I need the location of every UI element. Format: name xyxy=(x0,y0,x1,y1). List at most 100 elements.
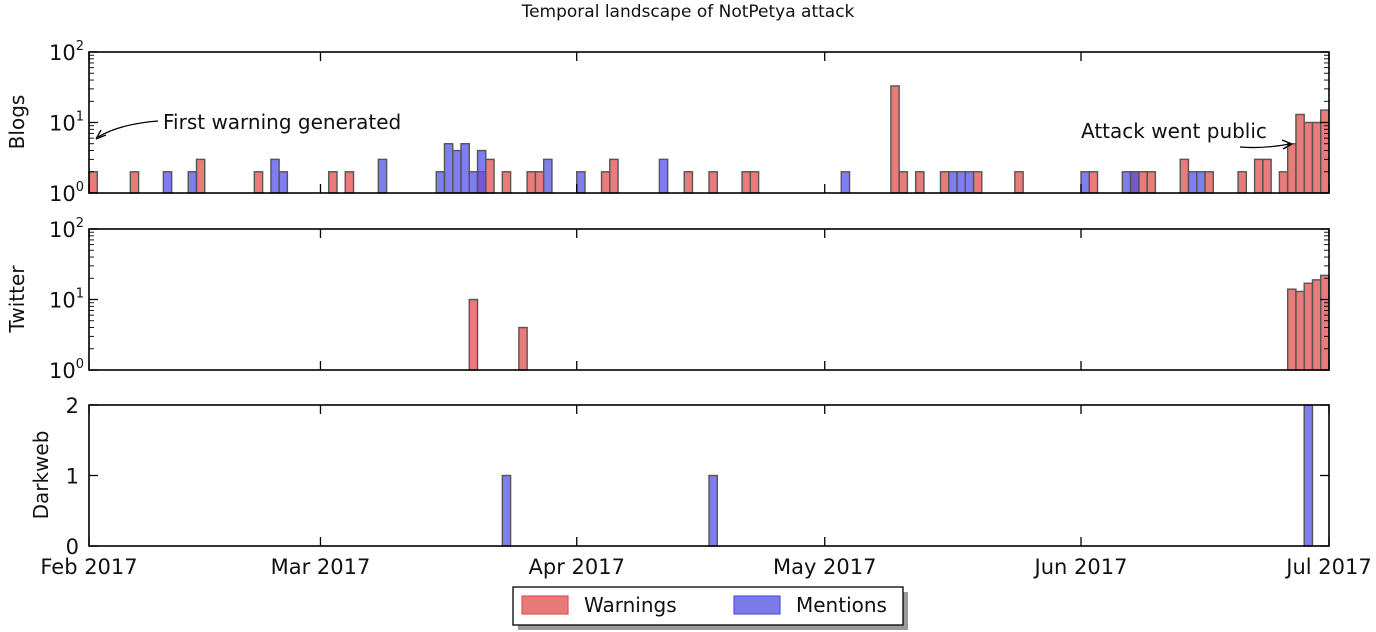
bar-warnings-2017-06-26 xyxy=(1286,288,1297,371)
bar-mentions-2017-03-15 xyxy=(435,171,446,194)
bar-warnings-2017-03-19 xyxy=(468,298,479,371)
xtick-label: Jun 2017 xyxy=(1033,555,1128,579)
bar-mentions-2017-03-18 xyxy=(460,143,470,194)
bar-warnings-2017-03-26 xyxy=(526,171,537,194)
bar-mentions-2017-06-28 xyxy=(1303,404,1314,547)
bar-warnings-2017-06-08 xyxy=(1138,171,1148,194)
bar-warnings-2017-06-29 xyxy=(1311,121,1322,194)
bar-mentions-2017-06-15 xyxy=(1196,171,1206,194)
bar-warnings-2017-06-29 xyxy=(1311,279,1322,371)
bar-mentions-2017-06-01 xyxy=(1080,171,1090,194)
bar-mentions-2017-04-11 xyxy=(658,158,669,194)
bar-warnings-2017-04-21 xyxy=(741,171,752,194)
bar-warnings-2017-04-17 xyxy=(708,171,718,194)
bar-warnings-2017-05-15 xyxy=(939,171,950,194)
bar-warnings-2017-02-01 xyxy=(88,171,98,194)
annotation-first-warning: First warning generated xyxy=(163,110,401,134)
chart-title: Temporal landscape of NotPetya attack xyxy=(521,2,855,22)
bar-mentions-2017-02-13 xyxy=(187,171,198,194)
bar-mentions-2017-02-23 xyxy=(270,158,280,194)
bar-warnings-2017-06-09 xyxy=(1146,171,1157,194)
bar-warnings-2017-03-27 xyxy=(534,171,545,194)
ylabel-blogs: Blogs xyxy=(5,95,29,150)
xtick-label: May 2017 xyxy=(773,555,877,579)
bar-warnings-2017-06-23 xyxy=(1262,158,1272,194)
legend-swatch-warnings xyxy=(521,595,569,615)
bar-warnings-2017-04-05 xyxy=(609,158,619,194)
bar-mentions-2017-02-24 xyxy=(278,171,289,194)
ytick-label: 101 xyxy=(49,287,84,313)
bar-warnings-2017-06-30 xyxy=(1320,274,1330,371)
bar-warnings-2017-06-22 xyxy=(1253,158,1264,194)
xtick-label: Mar 2017 xyxy=(271,555,371,579)
bar-warnings-2017-06-25 xyxy=(1278,171,1289,194)
ytick-label: 100 xyxy=(49,180,84,206)
annotation-attack-public-arrow xyxy=(1239,143,1291,149)
bar-warnings-2017-03-04 xyxy=(344,171,355,194)
xtick-label: Apr 2017 xyxy=(529,555,625,579)
bar-warnings-2017-05-09 xyxy=(890,85,900,194)
bar-mentions-2017-02-10 xyxy=(162,171,173,194)
bar-warnings-2017-02-06 xyxy=(129,171,140,194)
bar-warnings-2017-05-10 xyxy=(898,171,909,194)
legend-swatch-mentions xyxy=(733,595,781,615)
bar-mentions-2017-03-20 xyxy=(476,149,487,194)
bar-warnings-2017-03-25 xyxy=(518,326,528,371)
annotation-attack-public-arrowhead xyxy=(1281,139,1293,150)
bar-mentions-2017-03-17 xyxy=(452,149,462,194)
bar-mentions-2017-06-14 xyxy=(1187,171,1198,194)
panel-darkweb: 0 1 2 Darkweb xyxy=(29,394,1330,559)
bar-warnings-2017-02-21 xyxy=(253,171,264,194)
bar-mentions-2017-04-01 xyxy=(576,171,586,194)
bar-warnings-2017-06-27 xyxy=(1295,113,1305,194)
xtick-label: Jul 2017 xyxy=(1284,555,1371,579)
bar-mentions-2017-05-17 xyxy=(956,171,966,194)
bar-warnings-2017-04-14 xyxy=(683,171,694,194)
bar-warnings-2017-06-26 xyxy=(1286,143,1297,194)
bar-warnings-2017-05-12 xyxy=(914,171,925,194)
ytick-label: 1 xyxy=(66,465,79,489)
bar-mentions-2017-03-19 xyxy=(468,171,479,194)
bar-warnings-2017-06-13 xyxy=(1179,158,1190,194)
bar-mentions-2017-05-18 xyxy=(964,171,975,194)
legend-label-warnings: Warnings xyxy=(584,593,677,617)
bar-warnings-2017-06-20 xyxy=(1237,171,1248,194)
legend: Warnings Mentions xyxy=(512,586,908,630)
bar-mentions-2017-04-17 xyxy=(708,474,718,547)
bar-mentions-2017-03-23 xyxy=(501,474,512,547)
annotation-first-warning-arrowhead xyxy=(95,129,107,140)
bar-warnings-2017-03-21 xyxy=(485,158,495,194)
bar-warnings-2017-04-04 xyxy=(600,171,611,194)
bar-warnings-2017-06-16 xyxy=(1204,171,1214,194)
bar-mentions-2017-03-08 xyxy=(377,158,388,194)
bar-warnings-2017-03-02 xyxy=(328,171,338,194)
ytick-label: 102 xyxy=(49,39,84,65)
xtick-label: Feb 2017 xyxy=(40,555,137,579)
ytick-label: 100 xyxy=(49,357,84,383)
ytick-label: 0 xyxy=(66,535,79,559)
bar-mentions-2017-05-16 xyxy=(948,171,958,194)
panel-twitter: 100 101 102 Twitter xyxy=(5,216,1330,383)
bar-warnings-2017-05-24 xyxy=(1014,171,1024,194)
ytick-label: 102 xyxy=(49,216,84,242)
legend-box xyxy=(512,586,904,626)
annotation-first-warning-arrow xyxy=(97,120,159,138)
bar-mentions-2017-06-07 xyxy=(1129,171,1140,194)
bar-warnings-2017-04-22 xyxy=(749,171,760,194)
bar-warnings-2017-05-19 xyxy=(972,171,983,194)
bar-warnings-2017-06-28 xyxy=(1303,121,1314,194)
legend-label-mentions: Mentions xyxy=(796,593,887,617)
bar-mentions-2017-03-16 xyxy=(443,143,454,194)
bar-mentions-2017-03-28 xyxy=(542,158,553,194)
bar-warnings-2017-06-27 xyxy=(1295,290,1305,371)
bar-mentions-2017-06-06 xyxy=(1121,171,1132,194)
bar-mentions-2017-05-03 xyxy=(840,171,851,194)
ylabel-twitter: Twitter xyxy=(5,265,29,334)
annotation-attack-public: Attack went public xyxy=(1081,119,1267,143)
bar-warnings-2017-03-23 xyxy=(501,171,512,194)
ylabel-darkweb: Darkweb xyxy=(29,431,53,520)
bar-warnings-2017-02-14 xyxy=(195,158,206,194)
bar-warnings-2017-06-28 xyxy=(1303,282,1314,371)
